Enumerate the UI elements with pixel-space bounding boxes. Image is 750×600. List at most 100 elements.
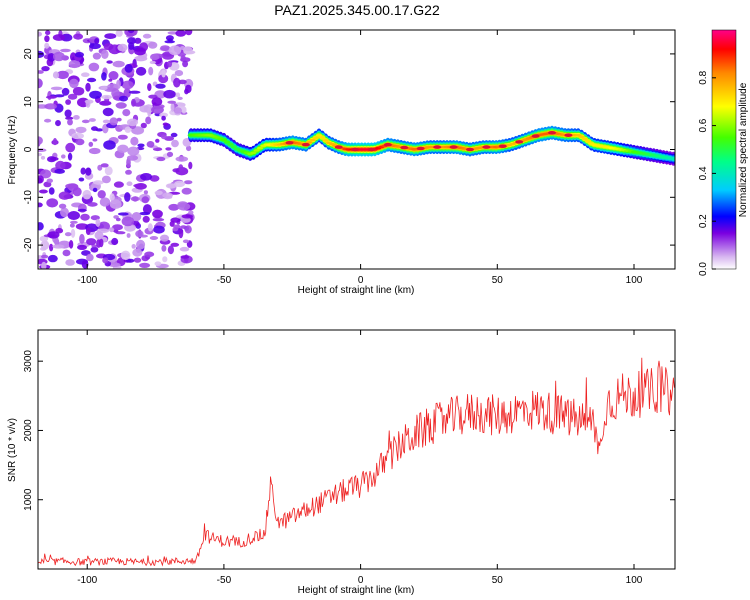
ridge-peak — [482, 145, 491, 149]
noise-blob — [86, 253, 94, 262]
noise-blob — [40, 247, 47, 251]
noise-blob — [177, 96, 183, 100]
noise-blob — [139, 262, 151, 268]
noise-blob — [38, 189, 48, 194]
noise-blob — [140, 173, 153, 181]
spectrogram-xtick-label-4: 100 — [626, 275, 643, 286]
noise-blob — [149, 60, 156, 65]
noise-blob — [177, 202, 191, 211]
noise-blob — [45, 95, 57, 99]
snr-ytick-label-2: 3000 — [23, 350, 34, 373]
noise-blob — [142, 215, 150, 223]
ridge-peak — [416, 146, 425, 151]
ridge-peak — [466, 147, 474, 152]
noise-blob — [115, 30, 123, 37]
noise-blob — [163, 89, 176, 99]
noise-blob — [38, 175, 44, 184]
ridge-segment — [309, 138, 316, 142]
noise-blob — [175, 30, 187, 37]
noise-blob — [134, 47, 146, 56]
noise-blob — [41, 254, 49, 259]
noise-blob — [126, 233, 131, 238]
noise-blob — [38, 222, 44, 231]
noise-blob — [73, 115, 80, 120]
noise-blob — [182, 239, 190, 244]
noise-blob — [127, 37, 137, 45]
noise-blob — [99, 197, 111, 207]
noise-blob — [178, 164, 184, 172]
noise-blob — [101, 72, 107, 81]
noise-blob — [67, 211, 81, 220]
noise-blob — [162, 122, 169, 126]
noise-blob — [88, 118, 96, 122]
ridge-segment — [253, 149, 260, 152]
noise-blob — [142, 204, 152, 215]
noise-blob — [94, 38, 100, 45]
noise-blob — [92, 187, 98, 193]
noise-blob — [161, 245, 167, 252]
ridge-segment — [250, 151, 257, 155]
noise-blob — [148, 66, 154, 76]
noise-blob — [167, 245, 174, 255]
noise-blob — [126, 258, 135, 263]
noise-blob — [75, 138, 85, 146]
noise-blob — [38, 78, 43, 89]
noise-blob — [92, 52, 101, 60]
noise-blob — [81, 72, 90, 77]
noise-blob — [154, 261, 162, 267]
noise-blob — [102, 107, 114, 117]
noise-blob — [117, 144, 129, 153]
noise-blob — [81, 119, 90, 124]
ridge-peak — [383, 142, 392, 147]
colorbar-tick-label-1: 0.2 — [698, 214, 709, 228]
noise-blob — [108, 262, 121, 268]
noise-blob — [100, 163, 109, 168]
snr-series-line — [38, 357, 675, 567]
noise-blob — [69, 223, 75, 228]
noise-blob — [141, 196, 150, 204]
noise-blob — [143, 190, 148, 195]
noise-blob — [151, 105, 164, 114]
noise-blob — [109, 199, 122, 210]
noise-blob — [44, 118, 52, 123]
noise-blob — [154, 190, 163, 196]
ridge-segment — [224, 140, 231, 144]
noise-blob — [44, 42, 50, 49]
noise-blob — [85, 227, 91, 235]
noise-blob — [152, 209, 163, 219]
noise-blob — [38, 70, 44, 74]
noise-blob — [88, 141, 94, 147]
noise-blob — [124, 64, 133, 73]
noise-blob — [104, 166, 113, 176]
noise-blob — [147, 107, 152, 117]
noise-blob — [101, 94, 112, 100]
noise-blob — [52, 34, 66, 41]
noise-blob — [140, 122, 147, 129]
spectrogram-ytick-label-3: 10 — [23, 96, 34, 108]
noise-blob — [38, 148, 47, 152]
noise-blob — [52, 244, 65, 249]
spectrogram-ytick-label-1: -10 — [23, 190, 34, 205]
noise-blob — [181, 187, 192, 195]
noise-blob — [113, 95, 121, 99]
ridge-segment — [315, 134, 323, 137]
noise-blob — [155, 138, 160, 143]
noise-blob — [65, 142, 76, 153]
noise-blob — [60, 48, 71, 53]
ridge-peak — [334, 145, 343, 149]
noise-blob — [173, 107, 182, 114]
noise-blob — [170, 242, 180, 247]
noise-blob — [126, 155, 139, 161]
noise-blob — [162, 192, 174, 198]
colorbar-tick-label-3: 0.6 — [698, 118, 709, 132]
noise-blob — [46, 198, 59, 208]
ridge-peak — [433, 145, 442, 149]
noise-blob — [92, 180, 104, 185]
snr-ytick-label-1: 2000 — [23, 419, 34, 442]
ridge-segment — [319, 136, 326, 139]
noise-blob — [89, 90, 102, 99]
noise-blob — [55, 160, 66, 171]
noise-blob — [104, 33, 117, 39]
noise-blob — [117, 212, 129, 216]
